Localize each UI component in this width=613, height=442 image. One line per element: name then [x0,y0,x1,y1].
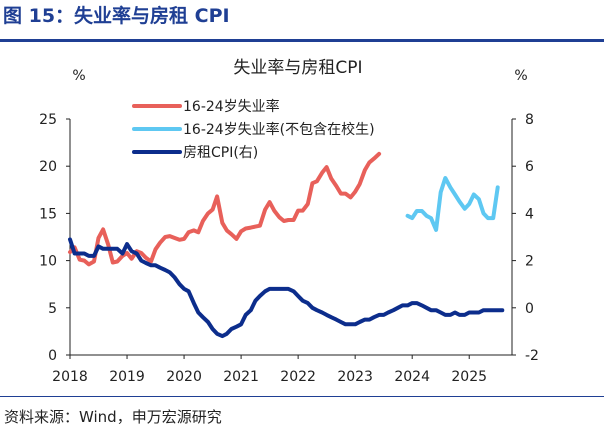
right-tick-label: 8 [525,112,534,128]
x-tick-label: 2020 [166,369,202,385]
series-line-rent-cpi [68,237,505,339]
left-axis-unit: % [72,68,85,84]
chart-title: 失业率与房租CPI [233,58,362,78]
source-rule [0,396,604,397]
x-tick-label: 2023 [337,369,373,385]
left-tick-label: 0 [48,348,57,364]
right-tick-label: -2 [525,348,539,364]
left-tick-label: 5 [48,301,57,317]
legend-label-unemployment: 16-24岁失业率 [183,98,280,115]
right-axis-ticks: -2 0 2 4 6 8 [512,112,539,364]
x-tick-label: 2021 [223,369,259,385]
title-rule [0,39,604,42]
right-tick-label: 0 [525,301,534,317]
right-tick-label: 4 [525,206,534,222]
x-tick-label: 2022 [280,369,316,385]
series-line-unemployment [68,151,382,267]
x-axis-ticks: 2018 2019 2020 2021 2022 2023 2024 2025 [52,355,487,385]
figure-title: 图 15：失业率与房租 CPI [3,5,230,27]
right-axis-unit: % [514,68,527,84]
legend-label-rent-cpi: 房租CPI(右) [183,145,258,161]
legend: 16-24岁失业率 16-24岁失业率(不包含在校生) 房租CPI(右) [132,98,375,161]
left-tick-label: 25 [39,112,57,128]
right-tick-label: 2 [525,254,534,270]
left-tick-label: 15 [39,206,57,222]
left-tick-label: 20 [39,159,57,175]
x-tick-label: 2025 [451,369,487,385]
left-tick-label: 10 [39,254,57,270]
series-layer [68,151,505,339]
x-tick-label: 2019 [109,369,145,385]
series-line-unemployment-ex-students [405,176,500,232]
x-tick-label: 2024 [394,369,430,385]
left-axis-ticks: 0 5 10 15 20 25 [39,112,70,364]
x-tick-label: 2018 [52,369,88,385]
legend-label-unemployment-ex-students: 16-24岁失业率(不包含在校生) [183,121,375,138]
source-note: 资料来源：Wind，申万宏源研究 [4,408,222,426]
right-tick-label: 6 [525,159,534,175]
